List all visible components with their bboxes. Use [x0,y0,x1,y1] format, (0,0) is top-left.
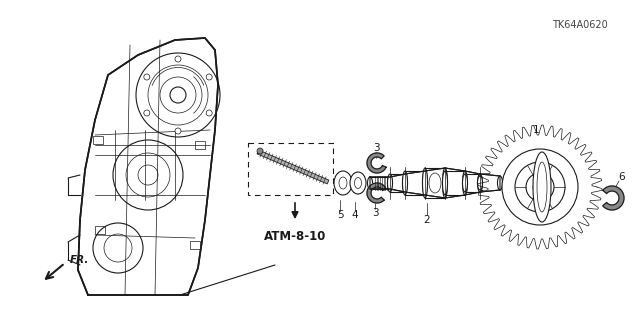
Ellipse shape [422,168,428,198]
Ellipse shape [477,174,483,192]
Polygon shape [257,150,329,184]
Text: 2: 2 [424,215,430,225]
Text: FR.: FR. [70,255,90,265]
Circle shape [175,56,181,62]
Bar [95,226,105,234]
Text: TK64A0620: TK64A0620 [552,20,608,30]
Text: 4: 4 [352,210,358,220]
Ellipse shape [497,176,502,190]
Ellipse shape [403,174,408,192]
Bar [190,241,200,249]
Bar [425,168,445,198]
Text: 3: 3 [372,143,380,153]
Ellipse shape [533,152,551,222]
Text: ATM-8-10: ATM-8-10 [264,230,326,243]
Ellipse shape [355,177,362,189]
Ellipse shape [403,171,408,195]
Polygon shape [478,125,602,249]
Circle shape [515,162,565,212]
Bar [390,174,405,192]
Circle shape [533,180,547,194]
Polygon shape [367,183,386,203]
Ellipse shape [387,174,392,192]
Circle shape [526,173,554,201]
Circle shape [257,148,263,154]
Circle shape [206,110,212,116]
Ellipse shape [442,171,447,195]
Text: 1: 1 [532,125,540,135]
Ellipse shape [477,176,483,190]
Bar [465,174,480,192]
Polygon shape [603,186,624,210]
Ellipse shape [537,162,547,212]
Polygon shape [367,153,386,173]
Bar [405,171,425,195]
Circle shape [144,74,150,80]
Ellipse shape [422,171,428,195]
Ellipse shape [334,171,352,195]
Bar [480,176,500,190]
Bar [445,171,465,195]
Circle shape [175,128,181,134]
Text: 6: 6 [619,172,625,182]
Bar [248,143,333,195]
Ellipse shape [442,168,447,198]
Bar [93,136,103,144]
Text: 5: 5 [337,210,343,220]
Polygon shape [370,168,500,198]
Polygon shape [78,38,218,295]
Ellipse shape [367,177,372,189]
Circle shape [502,149,578,225]
Text: 3: 3 [372,208,378,218]
Ellipse shape [350,172,366,194]
Bar [370,177,390,189]
Ellipse shape [463,171,467,195]
Circle shape [206,74,212,80]
Ellipse shape [387,177,392,189]
Bar [195,141,205,149]
Ellipse shape [463,174,467,192]
Ellipse shape [339,177,347,189]
Circle shape [144,110,150,116]
